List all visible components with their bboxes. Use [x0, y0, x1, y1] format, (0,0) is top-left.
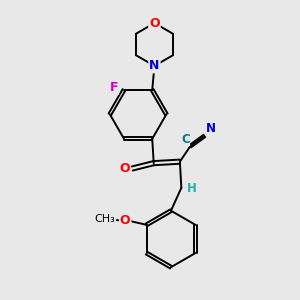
Text: C: C [181, 133, 190, 146]
Text: O: O [119, 162, 130, 175]
Text: O: O [149, 16, 160, 30]
Text: H: H [187, 182, 196, 195]
Text: N: N [206, 122, 216, 135]
Text: CH₃: CH₃ [95, 214, 116, 224]
Text: N: N [149, 59, 160, 72]
Text: O: O [120, 214, 130, 227]
Text: F: F [110, 81, 118, 94]
